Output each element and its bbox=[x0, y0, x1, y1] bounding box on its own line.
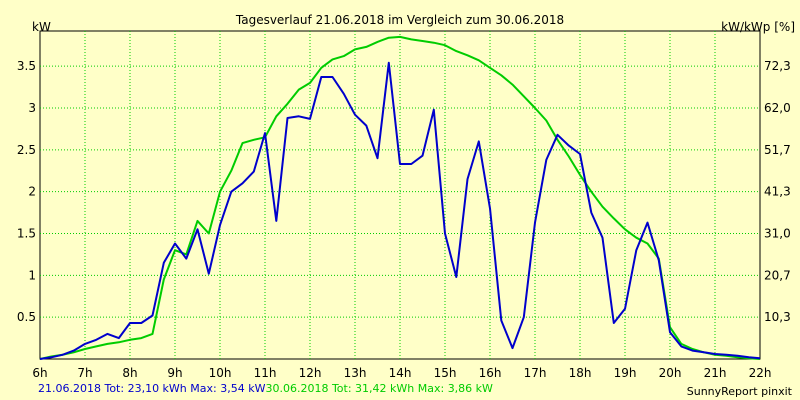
x-tick-label: 13h bbox=[344, 366, 367, 380]
x-tick-label: 7h bbox=[77, 366, 92, 380]
grid-lines bbox=[40, 31, 760, 359]
x-tick-label: 22h bbox=[749, 366, 772, 380]
y-tick-label: 2 bbox=[28, 185, 36, 199]
plot-area bbox=[39, 30, 761, 360]
x-tick-label: 11h bbox=[254, 366, 277, 380]
x-tick-label: 19h bbox=[614, 366, 637, 380]
y2-tick-label: 31,0 bbox=[764, 226, 791, 240]
legend-entry-series-2: 30.06.2018 Tot: 31,42 kWh Max: 3,86 kW bbox=[265, 382, 493, 395]
x-tick-label: 21h bbox=[704, 366, 727, 380]
y-tick-label: 2.5 bbox=[17, 143, 36, 157]
chart-title: Tagesverlauf 21.06.2018 im Vergleich zum… bbox=[235, 13, 564, 27]
axis-ticks: 6h 7h 8h 9h 10h 11h 12h 13h 14h 15h 16h 17h 18h 19h 20… bbox=[17, 59, 791, 380]
y2-tick-label: 72,3 bbox=[764, 59, 791, 73]
x-tick-label: 10h bbox=[209, 366, 232, 380]
y2-tick-label: 62,0 bbox=[764, 101, 791, 115]
x-tick-label: 12h bbox=[299, 366, 322, 380]
legend: 21.06.2018 Tot: 23,10 kWh Max: 3,54 kW30… bbox=[38, 382, 493, 395]
y2-tick-label: 51,7 bbox=[764, 143, 791, 157]
y2-tick-label: 20,7 bbox=[764, 268, 791, 282]
x-tick-label: 9h bbox=[167, 366, 182, 380]
y-axis-label: kW bbox=[32, 20, 51, 34]
x-tick-label: 14h bbox=[389, 366, 412, 380]
x-tick-label: 17h bbox=[524, 366, 547, 380]
legend-entry-series-1: 21.06.2018 Tot: 23,10 kWh Max: 3,54 kW bbox=[38, 382, 266, 395]
y2-tick-label: 10,3 bbox=[764, 310, 791, 324]
y-tick-label: 3 bbox=[28, 101, 36, 115]
credit-text: SunnyReport pinxit bbox=[686, 385, 792, 398]
series-line-1 bbox=[39, 61, 761, 360]
series-lines bbox=[39, 35, 761, 360]
x-tick-label: 8h bbox=[122, 366, 137, 380]
x-tick-label: 18h bbox=[569, 366, 592, 380]
y2-tick-label: 41,3 bbox=[764, 185, 791, 199]
y-tick-label: 0.5 bbox=[17, 310, 36, 324]
x-tick-label: 16h bbox=[479, 366, 502, 380]
y-tick-label: 3.5 bbox=[17, 59, 36, 73]
y-tick-label: 1.5 bbox=[17, 226, 36, 240]
x-tick-label: 6h bbox=[32, 366, 47, 380]
y-tick-label: 1 bbox=[28, 268, 36, 282]
x-tick-label: 20h bbox=[659, 366, 682, 380]
x-tick-label: 15h bbox=[434, 366, 457, 380]
y2-axis-label: kW/kWp [%] bbox=[721, 20, 795, 34]
